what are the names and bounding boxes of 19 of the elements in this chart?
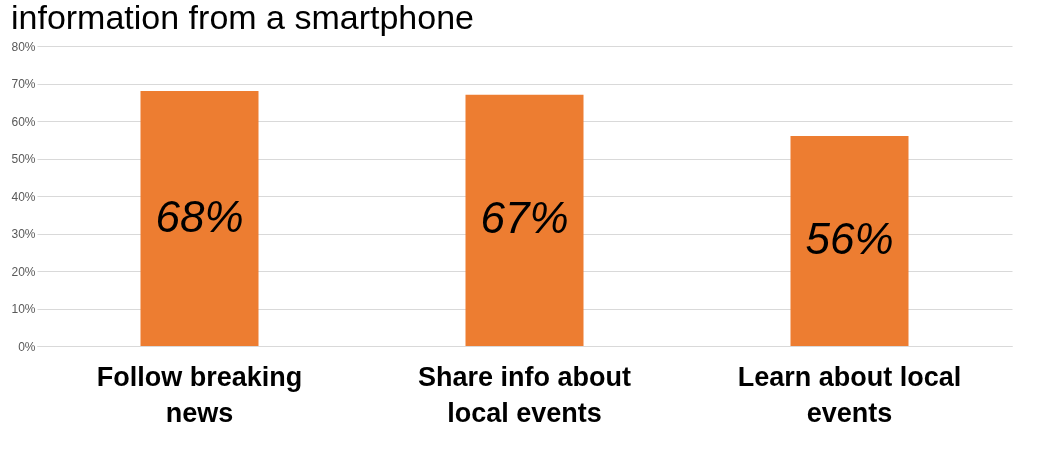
bar (790, 136, 909, 346)
y-tick-label: 0% (18, 339, 36, 354)
y-tick-label: 20% (11, 264, 36, 279)
y-tick-label: 60% (11, 114, 36, 129)
y-tick-label: 70% (11, 77, 36, 91)
bar (465, 94, 584, 346)
x-tick-label: Learn about local events (737, 361, 962, 428)
data-label: 56% (805, 214, 894, 263)
bar (140, 91, 259, 346)
data-label: 68% (155, 191, 244, 241)
data-label: 67% (480, 193, 569, 243)
y-tick-label: 30% (11, 227, 36, 241)
x-tick-label: Follow breaking news (96, 361, 303, 428)
y-tick-label: 80% (11, 39, 36, 54)
chart-title: information from a smartphone (10, 0, 474, 36)
y-tick-label: 40% (11, 189, 36, 204)
y-tick-label: 50% (11, 152, 36, 166)
x-tick-label: Share info about local events (417, 361, 632, 428)
y-tick-label: 10% (11, 302, 36, 316)
